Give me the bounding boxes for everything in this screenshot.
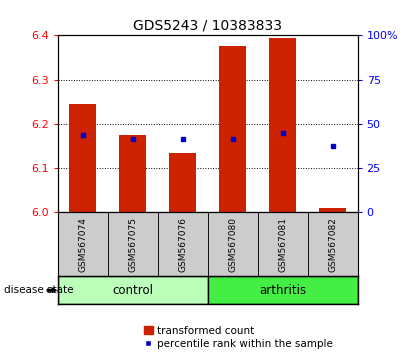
Text: control: control: [112, 284, 153, 297]
Bar: [69, 104, 96, 212]
Text: GSM567076: GSM567076: [178, 217, 187, 272]
Bar: [157, 212, 208, 276]
Bar: [108, 212, 157, 276]
Bar: [58, 276, 208, 304]
Title: GDS5243 / 10383833: GDS5243 / 10383833: [133, 19, 282, 33]
Bar: [307, 212, 358, 276]
Bar: [258, 212, 307, 276]
Text: disease state: disease state: [4, 285, 74, 295]
Bar: [58, 212, 108, 276]
Bar: [319, 208, 346, 212]
Text: GSM567074: GSM567074: [78, 217, 87, 272]
Bar: [169, 153, 196, 212]
Bar: [219, 46, 246, 212]
Bar: [208, 276, 358, 304]
Text: GSM567075: GSM567075: [128, 217, 137, 272]
Text: GSM567081: GSM567081: [278, 217, 287, 272]
Text: GSM567082: GSM567082: [328, 217, 337, 272]
Bar: [269, 38, 296, 212]
Bar: [119, 135, 146, 212]
Text: arthritis: arthritis: [259, 284, 306, 297]
Bar: [208, 212, 258, 276]
Legend: transformed count, percentile rank within the sample: transformed count, percentile rank withi…: [144, 326, 333, 349]
Text: GSM567080: GSM567080: [228, 217, 237, 272]
